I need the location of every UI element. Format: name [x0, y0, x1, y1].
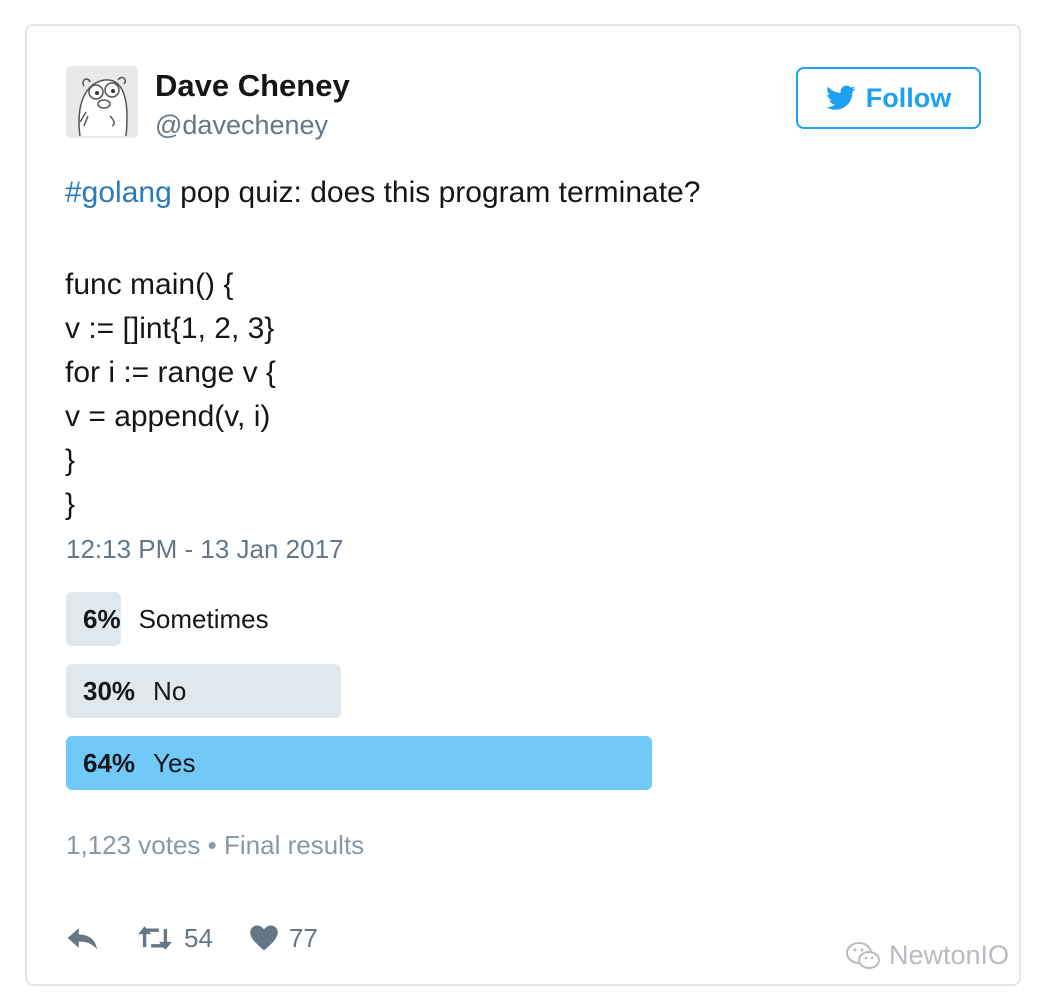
tweet-actions: 54 77: [66, 918, 354, 958]
code-line: }: [65, 444, 76, 477]
reply-button[interactable]: [66, 924, 100, 952]
poll-label: Sometimes: [138, 603, 269, 634]
code-line: v := []int{1, 2, 3}: [65, 312, 275, 345]
heart-icon: [250, 925, 278, 951]
hashtag-link[interactable]: #golang: [65, 176, 172, 209]
author-handle[interactable]: @davecheney: [155, 110, 329, 140]
poll-label: No: [153, 675, 187, 706]
tweet-text: #golang pop quiz: does this program term…: [65, 176, 700, 210]
tweet-code: func main() { v := []int{1, 2, 3} for i :=…: [65, 263, 276, 527]
tweet-timestamp[interactable]: 12:13 PM - 13 Jan 2017: [66, 534, 344, 564]
poll-percent: 6%: [83, 603, 121, 634]
avatar[interactable]: [66, 66, 138, 138]
poll-option-sometimes: 6% Sometimes: [66, 592, 652, 646]
code-line: for i := range v {: [65, 356, 276, 389]
code-line: }: [65, 488, 76, 521]
retweet-button[interactable]: 54: [136, 923, 213, 954]
poll-percent: 64%: [83, 747, 136, 778]
watermark: NewtonIO: [845, 940, 1009, 971]
code-line: v = append(v, i): [65, 400, 271, 433]
poll-votes: 1,123 votes: [66, 830, 201, 860]
poll-label: Yes: [153, 747, 196, 778]
gopher-avatar-icon: [66, 66, 138, 138]
twitter-bird-icon: [825, 85, 856, 110]
poll-option-yes: 64% Yes: [66, 736, 652, 790]
reply-icon: [67, 928, 97, 950]
follow-button[interactable]: Follow: [796, 67, 981, 129]
poll-bar: [66, 592, 121, 646]
poll-percent: 30%: [83, 675, 136, 706]
poll-summary: 1,123 votes • Final results: [66, 830, 364, 861]
retweet-count: 54: [184, 922, 213, 953]
tweet-card: [25, 24, 1021, 986]
poll-status: Final results: [224, 830, 365, 860]
like-button[interactable]: 77: [249, 923, 318, 954]
author-name[interactable]: Dave Cheney: [155, 68, 350, 103]
code-line: func main() {: [65, 268, 234, 301]
follow-label: Follow: [865, 82, 952, 113]
watermark-text: NewtonIO: [889, 940, 1010, 970]
like-count: 77: [288, 922, 318, 953]
poll-separator: •: [207, 830, 217, 860]
wechat-icon: [846, 941, 880, 969]
poll-option-no: 30% No: [66, 664, 652, 718]
tweet-body: pop quiz: does this program terminate?: [171, 176, 701, 209]
poll-bar: [66, 736, 652, 790]
retweet-icon: [138, 926, 172, 950]
poll-bar: [66, 664, 341, 718]
